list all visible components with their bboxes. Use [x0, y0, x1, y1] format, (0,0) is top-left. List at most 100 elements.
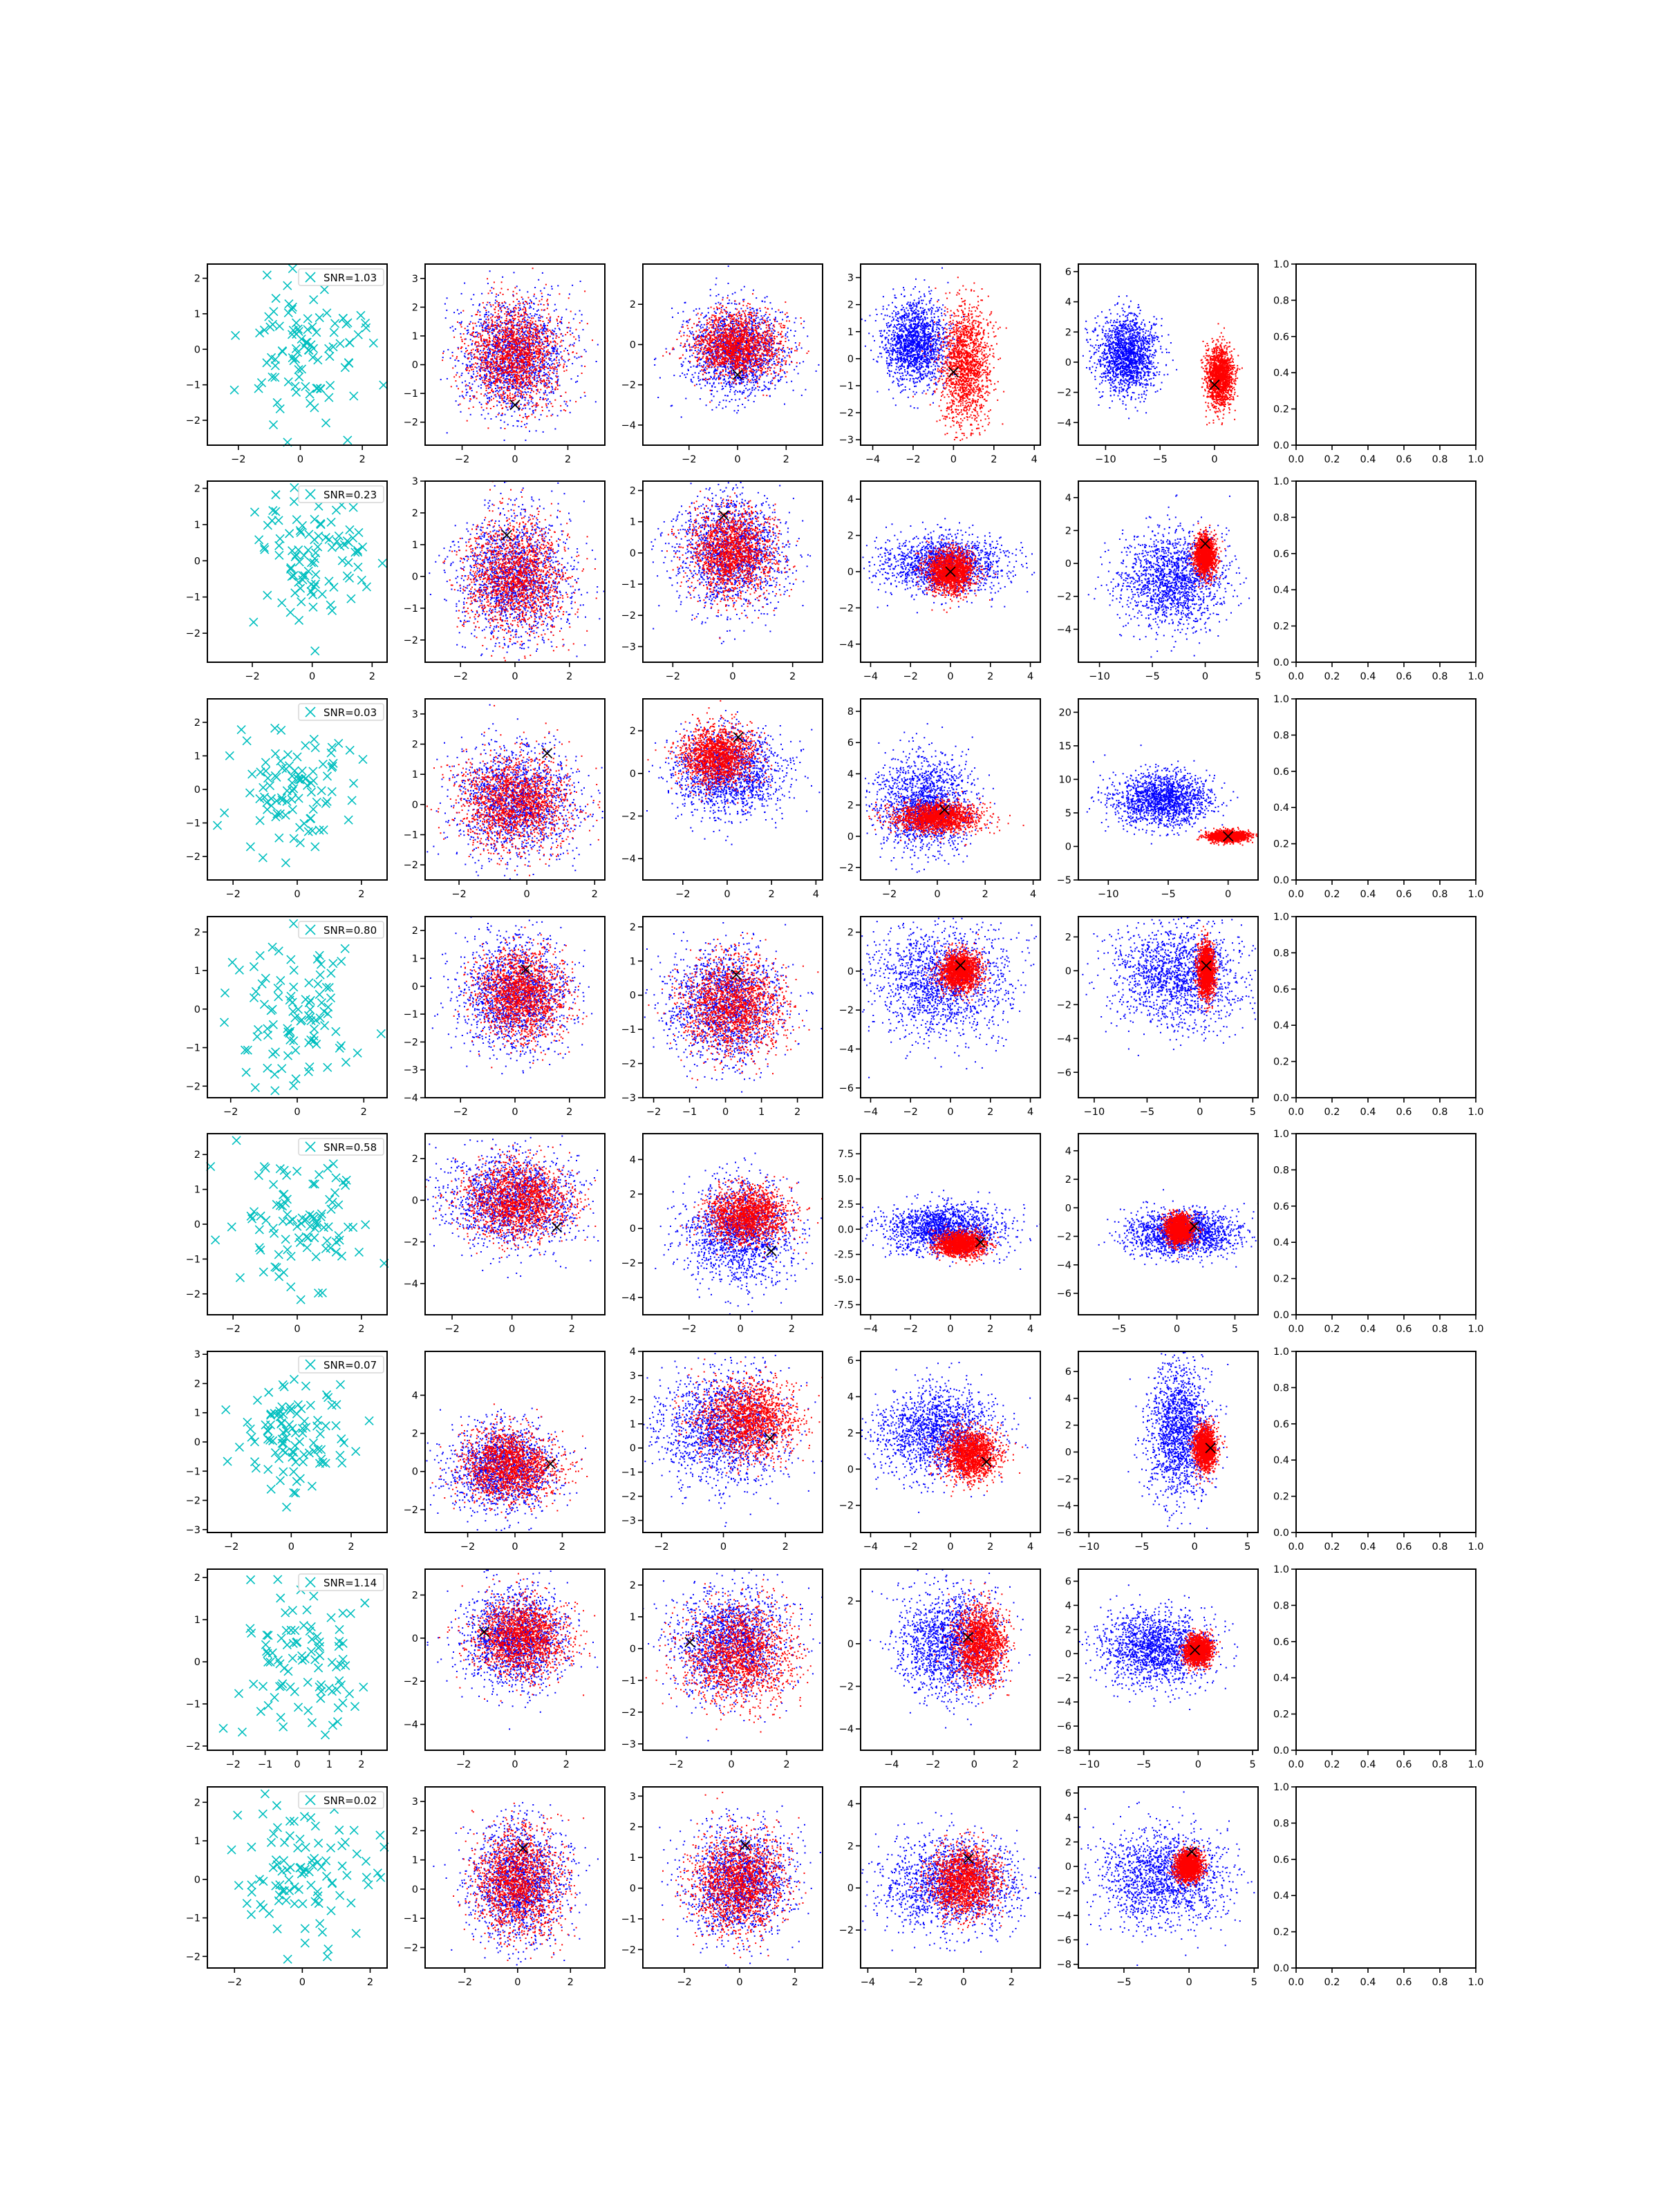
- scatter-point: [570, 328, 571, 329]
- scatter-point: [503, 397, 505, 399]
- scatter-point: [492, 346, 494, 347]
- scatter-point: [597, 344, 599, 346]
- y-tick-label: −2: [186, 415, 200, 427]
- scatter-point: [472, 304, 474, 306]
- scatter-point: [500, 311, 502, 312]
- scatter-point: [547, 364, 548, 365]
- sample-x-marker: [315, 313, 324, 321]
- scatter-point: [488, 388, 489, 389]
- scatter-point: [486, 395, 487, 396]
- scatter-point: [534, 315, 535, 317]
- scatter-point: [481, 293, 482, 294]
- scatter-point: [525, 440, 526, 441]
- scatter-point: [520, 356, 521, 357]
- scatter-point: [485, 319, 487, 320]
- scatter-point: [550, 294, 551, 296]
- scatter-point: [514, 353, 516, 355]
- scatter-point: [584, 349, 585, 350]
- scatter-point: [552, 414, 553, 415]
- scatter-point: [536, 298, 537, 299]
- scatter-point: [478, 386, 479, 387]
- scatter-point: [525, 335, 527, 336]
- scatter-point: [532, 382, 533, 383]
- scatter-point: [559, 385, 561, 386]
- scatter-point: [446, 310, 447, 311]
- scatter-point: [486, 304, 487, 306]
- scatter-point: [480, 323, 482, 324]
- scatter-point: [527, 404, 529, 405]
- scatter-point: [491, 385, 492, 386]
- scatter-point: [557, 323, 559, 324]
- scatter-point: [504, 422, 505, 423]
- scatter-point: [461, 321, 462, 323]
- scatter-point: [481, 414, 482, 415]
- scatter-point: [541, 366, 543, 368]
- scatter-point: [495, 299, 496, 301]
- scatter-point: [538, 371, 539, 372]
- scatter-point: [538, 319, 540, 321]
- scatter-point: [460, 411, 462, 413]
- scatter-point: [471, 390, 473, 391]
- scatter-point: [470, 321, 471, 323]
- sample-x-marker: [354, 330, 362, 339]
- scatter-point: [554, 331, 555, 332]
- scatter-point: [516, 370, 517, 371]
- sample-x-marker: [306, 390, 314, 398]
- scatter-point: [485, 326, 487, 327]
- scatter-point: [499, 390, 500, 391]
- scatter-point: [541, 414, 542, 415]
- scatter-point: [476, 375, 478, 377]
- scatter-point: [529, 367, 531, 368]
- sample-x-marker: [232, 331, 240, 339]
- scatter-point: [527, 387, 528, 388]
- scatter-point: [501, 317, 503, 318]
- scatter-point: [531, 374, 532, 375]
- scatter-point: [457, 309, 458, 310]
- scatter-point: [556, 333, 557, 335]
- scatter-point: [529, 369, 531, 371]
- x-tick-label: 0: [297, 454, 303, 465]
- scatter-point: [524, 304, 525, 306]
- scatter-point: [450, 327, 451, 328]
- y-tick-label: 2: [194, 274, 200, 285]
- scatter-point: [491, 396, 492, 397]
- scatter-point: [467, 385, 469, 386]
- scatter-point: [527, 400, 529, 402]
- scatter-point: [455, 328, 456, 330]
- scatter-point: [529, 317, 530, 319]
- scatter-point: [503, 332, 505, 333]
- sample-markers: [230, 265, 388, 447]
- scatter-point: [491, 383, 492, 384]
- scatter-point: [485, 418, 486, 420]
- scatter-point: [508, 357, 509, 359]
- scatter-point: [482, 350, 484, 351]
- scatter-point: [544, 328, 545, 329]
- scatter-point: [460, 333, 461, 335]
- scatter-point: [541, 303, 542, 305]
- scatter-point: [487, 397, 489, 399]
- scatter-point: [459, 395, 460, 397]
- scatter-point: [533, 296, 534, 297]
- scatter-point: [466, 364, 467, 366]
- scatter-point: [552, 338, 554, 339]
- scatter-point: [547, 343, 548, 344]
- scatter-point: [498, 294, 499, 296]
- scatter-point: [540, 371, 541, 373]
- scatter-point: [471, 315, 473, 317]
- scatter-point: [498, 319, 500, 320]
- sample-x-marker: [270, 421, 278, 429]
- scatter-point: [554, 304, 556, 306]
- scatter-point: [447, 297, 448, 299]
- scatter-point: [540, 378, 541, 379]
- sample-x-marker: [331, 319, 339, 328]
- scatter-point: [476, 326, 477, 327]
- scatter-point: [514, 325, 515, 326]
- sample-x-marker: [272, 294, 280, 303]
- sample-x-marker: [230, 386, 238, 394]
- scatter-point: [545, 390, 546, 391]
- sample-x-marker: [326, 353, 334, 361]
- sample-x-marker: [369, 339, 377, 347]
- scatter-point: [516, 285, 518, 287]
- scatter-point: [478, 305, 480, 306]
- scatter-point: [507, 311, 509, 312]
